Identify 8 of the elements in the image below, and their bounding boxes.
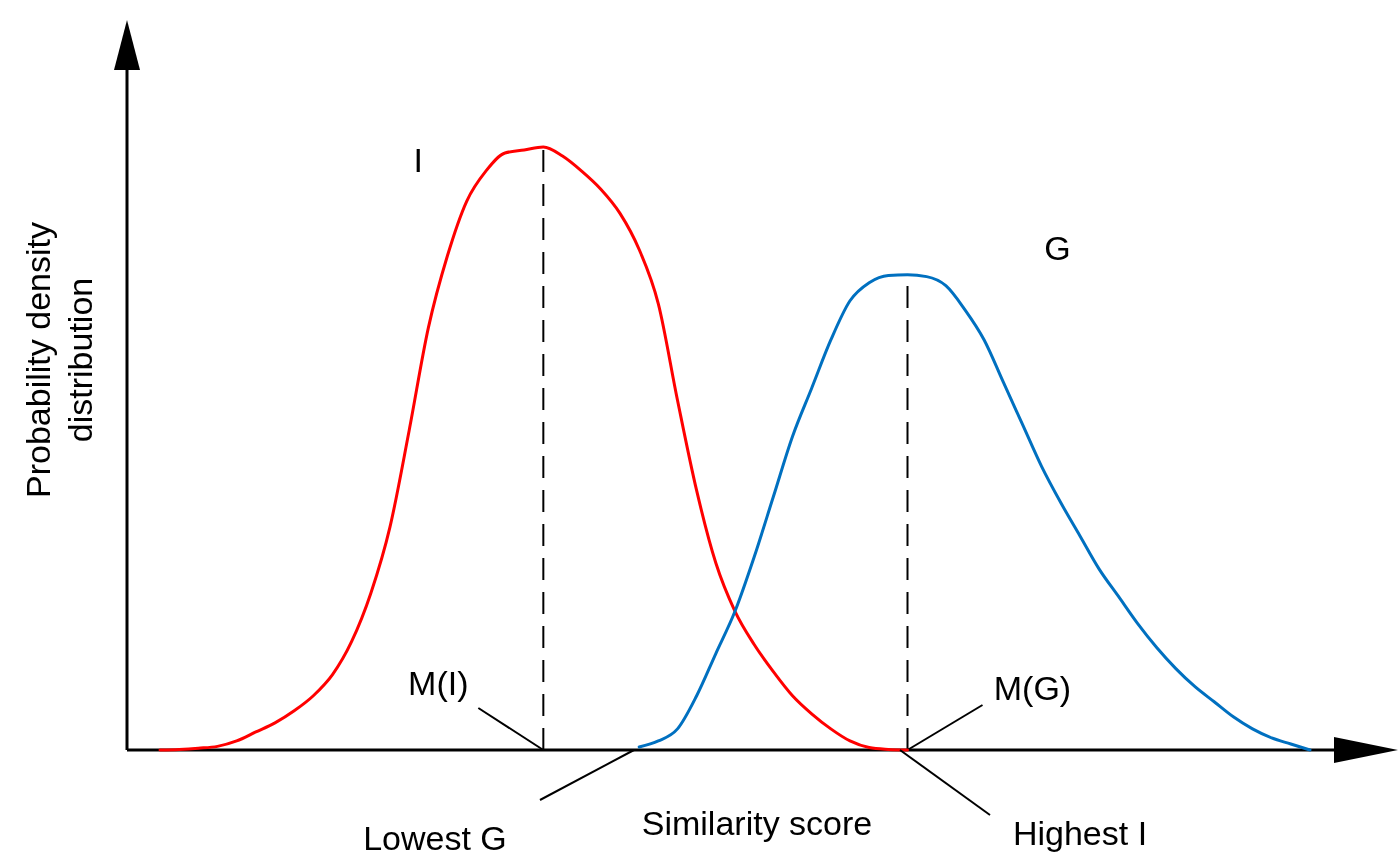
annotation: M(I)	[408, 664, 469, 702]
text: Lowest G	[363, 819, 507, 857]
series-label: I	[413, 141, 424, 179]
text: G	[1044, 228, 1071, 267]
text: Highest I	[1012, 814, 1148, 852]
x-axis-title: Similarity score	[641, 804, 873, 842]
annotation: M(G)	[993, 669, 1072, 707]
y-axis-title: Probability density distribution	[19, 222, 99, 498]
